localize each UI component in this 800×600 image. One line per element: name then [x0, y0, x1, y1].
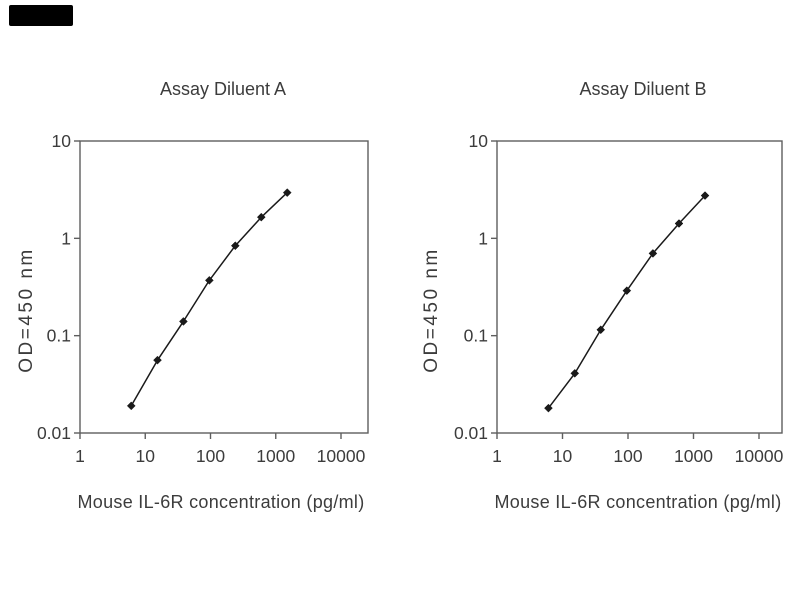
x-tick-label: 10: [136, 446, 156, 466]
x-tick-label: 10000: [735, 446, 784, 466]
x-tick-label: 100: [196, 446, 225, 466]
data-point-marker: [205, 276, 214, 285]
x-tick-label: 1000: [674, 446, 713, 466]
data-point-marker: [126, 401, 136, 411]
data-point-marker: [153, 355, 162, 365]
plot-box: [496, 140, 783, 434]
chart-a-title: Assay Diluent A: [159, 79, 287, 99]
data-point-marker: [282, 188, 292, 197]
data-point-marker: [700, 191, 710, 200]
watermark-box: [9, 5, 73, 26]
y-tick-label: 0.01: [454, 423, 488, 443]
data-point-marker: [622, 286, 632, 295]
y-tick-label: 10: [469, 131, 489, 151]
chart-a-x-axis-label: Mouse IL-6R concentration (pg/ml): [77, 492, 365, 512]
x-tick-label: 10: [553, 446, 573, 466]
y-tick-label: 0.1: [47, 326, 71, 346]
x-tick-label: 1000: [256, 446, 295, 466]
data-point-marker: [179, 317, 188, 326]
data-point-marker: [570, 369, 580, 378]
y-tick-label: 1: [61, 228, 71, 248]
data-point-marker: [674, 219, 684, 228]
y-tick-label: 10: [52, 131, 72, 151]
y-tick-label: 0.01: [37, 423, 71, 443]
y-tick-label: 0.1: [464, 326, 488, 346]
data-point-marker: [544, 403, 553, 413]
x-tick-label: 10000: [317, 446, 366, 466]
standard-curve-line: [547, 195, 706, 409]
chart-b-x-axis-label: Mouse IL-6R concentration (pg/ml): [494, 492, 782, 512]
x-tick-label: 1: [492, 446, 502, 466]
plot-box: [79, 140, 369, 434]
data-point-marker: [596, 325, 606, 335]
chart-b-y-axis-label: OD=450 nm: [421, 247, 442, 373]
x-tick-label: 100: [613, 446, 642, 466]
chart-b-title: Assay Diluent B: [579, 79, 707, 99]
data-point-marker: [257, 212, 266, 222]
y-tick-label: 1: [478, 228, 488, 248]
x-tick-label: 1: [75, 446, 85, 466]
chart-a-y-axis-label: OD=450 nm: [16, 247, 37, 373]
standard-curve-line: [130, 192, 288, 407]
data-point-marker: [648, 249, 658, 258]
data-point-marker: [231, 241, 240, 250]
